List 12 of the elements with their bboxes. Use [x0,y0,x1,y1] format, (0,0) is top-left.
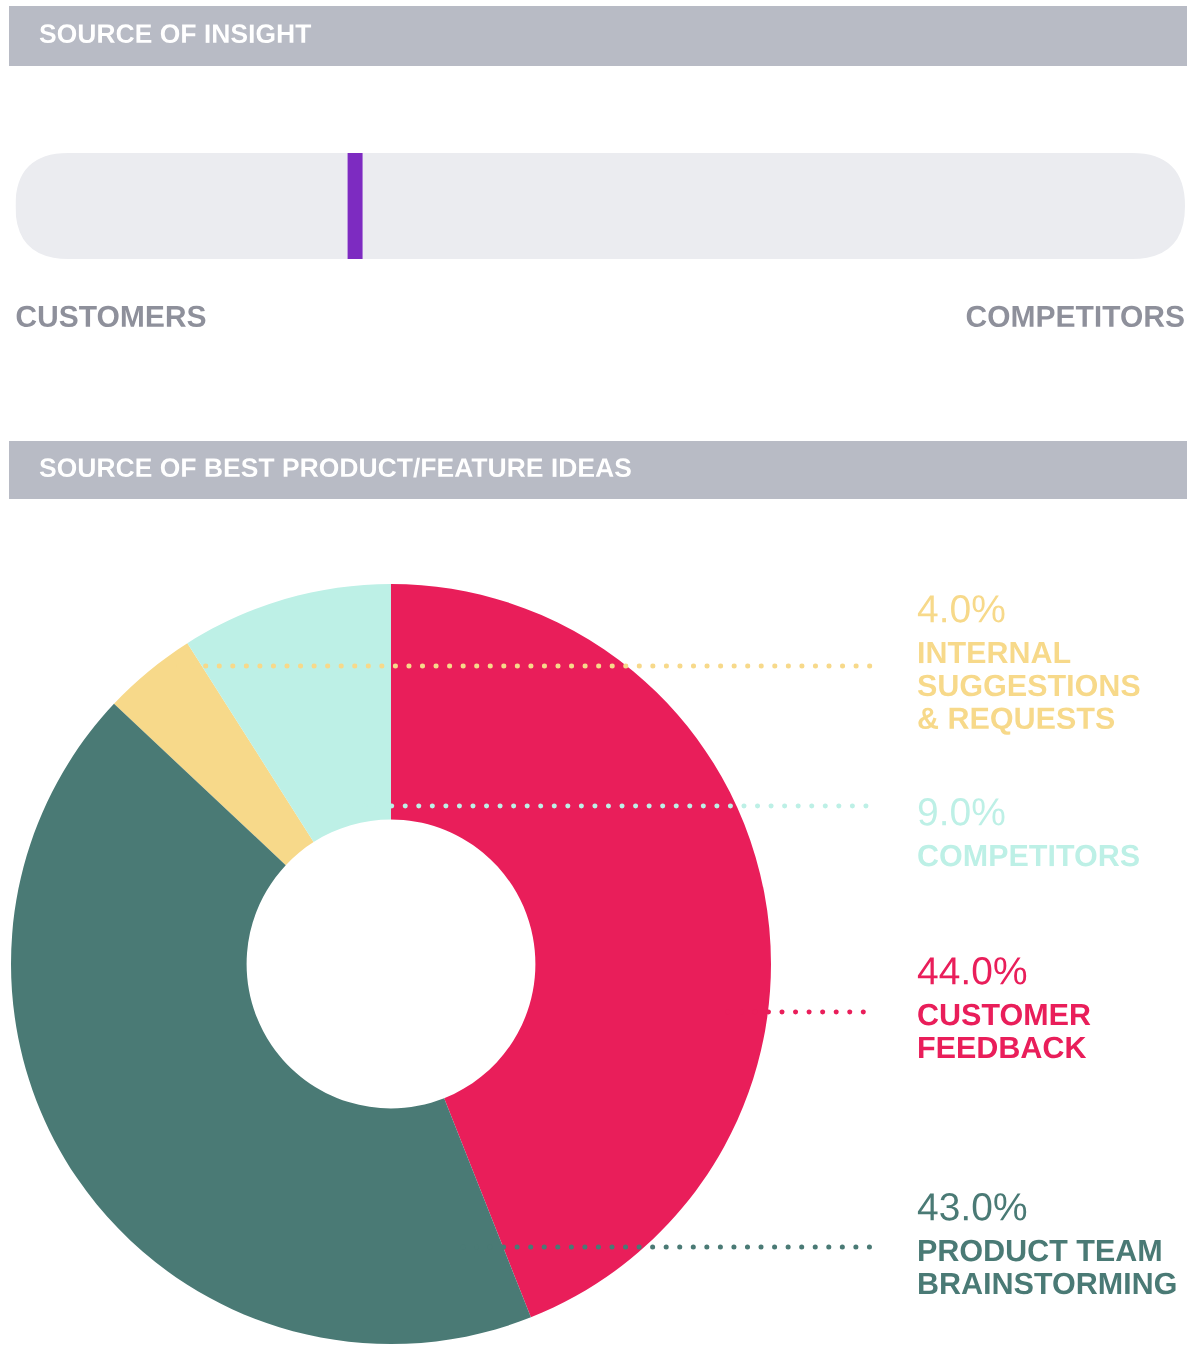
data-label: 44.0% [917,957,1027,985]
text: COMPETITORS [966,305,1184,328]
data-label: 43.0% [917,1193,1027,1221]
text: CUSTOMERS [16,305,206,328]
legend-label: PRODUCT TEAM BRAINSTORMING [919,1239,1176,1295]
legend-label: CUSTOMER FEEDBACK [918,1003,1091,1059]
data-label: 4.0% [917,595,1005,623]
chart-title: SOURCE OF INSIGHT [39,24,312,44]
slice-label: COMPETITORS [918,844,1139,867]
chart-title: SOURCE OF BEST PRODUCT/FEATURE IDEAS [39,457,631,478]
legend-label: INTERNAL SUGGESTIONS & REQUESTS [917,642,1140,735]
data-label: 9.0% [918,798,1005,826]
